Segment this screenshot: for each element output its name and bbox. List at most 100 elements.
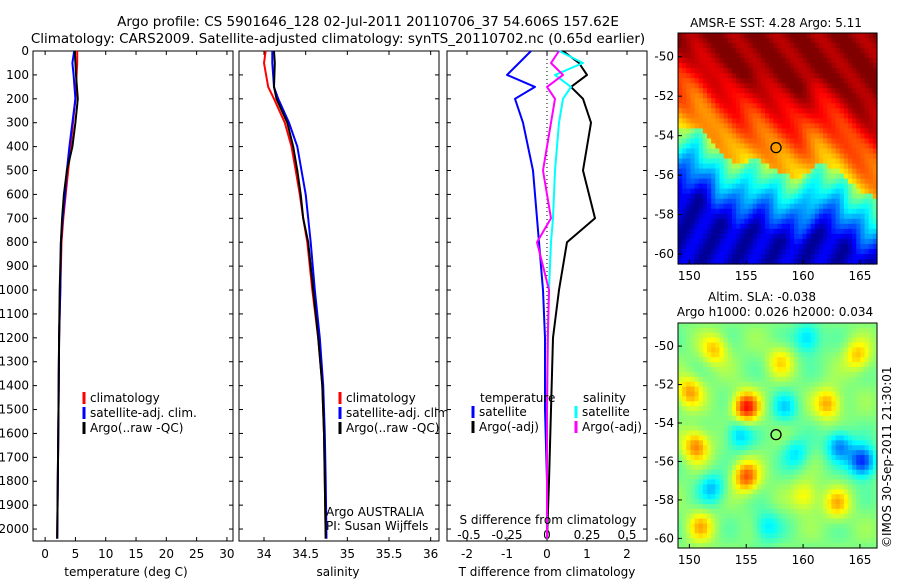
map-cell: [698, 93, 704, 99]
map-cell: [847, 396, 853, 402]
map-cell: [727, 499, 733, 505]
map-cell: [760, 233, 766, 240]
map-cell: [698, 118, 704, 124]
map-cell: [814, 464, 820, 471]
map-cell: [736, 183, 741, 190]
map-cell: [748, 406, 754, 412]
map-cell: [719, 450, 725, 456]
map-cell: [694, 38, 700, 44]
map-cell: [756, 108, 762, 114]
map-cell: [827, 406, 832, 412]
map-cell: [756, 208, 762, 215]
map-cell: [806, 133, 812, 140]
map-cell: [736, 83, 741, 89]
map-cell: [810, 342, 816, 349]
map-cell: [860, 68, 866, 74]
map-cell: [823, 391, 828, 397]
map-cell: [856, 53, 862, 59]
map-cell: [715, 213, 721, 220]
map-cell: [823, 63, 828, 69]
map-cell: [698, 523, 704, 530]
map-cell: [806, 499, 812, 505]
map-cell: [868, 499, 874, 505]
map-cell: [731, 188, 737, 195]
map-cell: [702, 508, 708, 515]
map-cell: [781, 253, 787, 260]
map-cell: [852, 253, 857, 260]
map-cell: [847, 148, 853, 155]
map-cell: [678, 337, 683, 344]
map-cell: [798, 88, 803, 94]
map-cell: [810, 425, 816, 432]
map-cell: [789, 347, 795, 353]
map-cell: [823, 178, 828, 185]
difference-lines: [506, 50, 596, 539]
map-cell: [814, 362, 820, 368]
map-cell: [798, 445, 803, 451]
map-cell: [831, 406, 837, 412]
map-cell: [756, 43, 762, 49]
map-cell: [847, 108, 853, 114]
map-cell: [781, 53, 787, 59]
map-cell: [707, 484, 712, 490]
map-cell: [831, 337, 837, 344]
map-cell: [698, 183, 704, 190]
map-cell: [723, 218, 729, 225]
map-cell: [694, 396, 700, 402]
map-cell: [723, 138, 729, 145]
map-cell: [765, 168, 770, 175]
map-cell: [707, 494, 712, 500]
map-cell: [690, 528, 696, 534]
legend-entry: Argo(-adj): [582, 420, 642, 434]
map-cell: [765, 543, 770, 549]
map-cell: [806, 411, 812, 417]
map-cell: [806, 430, 812, 437]
map-cell: [769, 58, 774, 64]
map-cell: [847, 430, 853, 437]
map-cell: [785, 48, 791, 54]
map-cell: [827, 455, 832, 461]
map-cell: [765, 218, 770, 225]
map-cell: [727, 474, 733, 481]
map-cell: [789, 63, 795, 69]
map-cell: [810, 435, 816, 441]
map-cell: [785, 459, 791, 466]
map-cell: [694, 381, 700, 388]
map-cell: [847, 352, 853, 358]
map-cell: [839, 538, 845, 544]
map-cell: [823, 543, 828, 549]
map-cell: [847, 406, 853, 412]
map-cell: [678, 73, 683, 79]
map-cell: [868, 118, 874, 124]
map-cell: [802, 484, 808, 490]
map-cell: [852, 459, 857, 466]
map-cell: [686, 415, 692, 422]
map-cell: [727, 415, 733, 422]
map-cell: [781, 523, 787, 530]
map-cell: [860, 474, 866, 481]
map-cell: [765, 435, 770, 441]
map-cell: [835, 238, 841, 245]
map-cell: [831, 128, 837, 135]
map-cell: [843, 228, 849, 235]
map-cell: [835, 43, 841, 49]
map-cell: [686, 88, 692, 94]
map-cell: [736, 78, 741, 84]
map-cell: [736, 48, 741, 54]
map-cell: [810, 168, 816, 175]
map-cell: [773, 543, 779, 549]
map-cell: [740, 68, 745, 74]
map-cell: [872, 228, 878, 235]
map-cell: [698, 503, 704, 510]
map-cell: [777, 425, 783, 432]
map-cell: [740, 53, 745, 59]
map-cell: [839, 123, 845, 130]
map-cell: [678, 208, 683, 215]
map-cell: [835, 513, 841, 520]
map-cell: [686, 38, 692, 44]
map-cell: [847, 376, 853, 383]
map-cell: [715, 342, 721, 349]
map-cell: [835, 143, 841, 150]
map-cell: [856, 118, 862, 124]
map-cell: [843, 148, 849, 155]
